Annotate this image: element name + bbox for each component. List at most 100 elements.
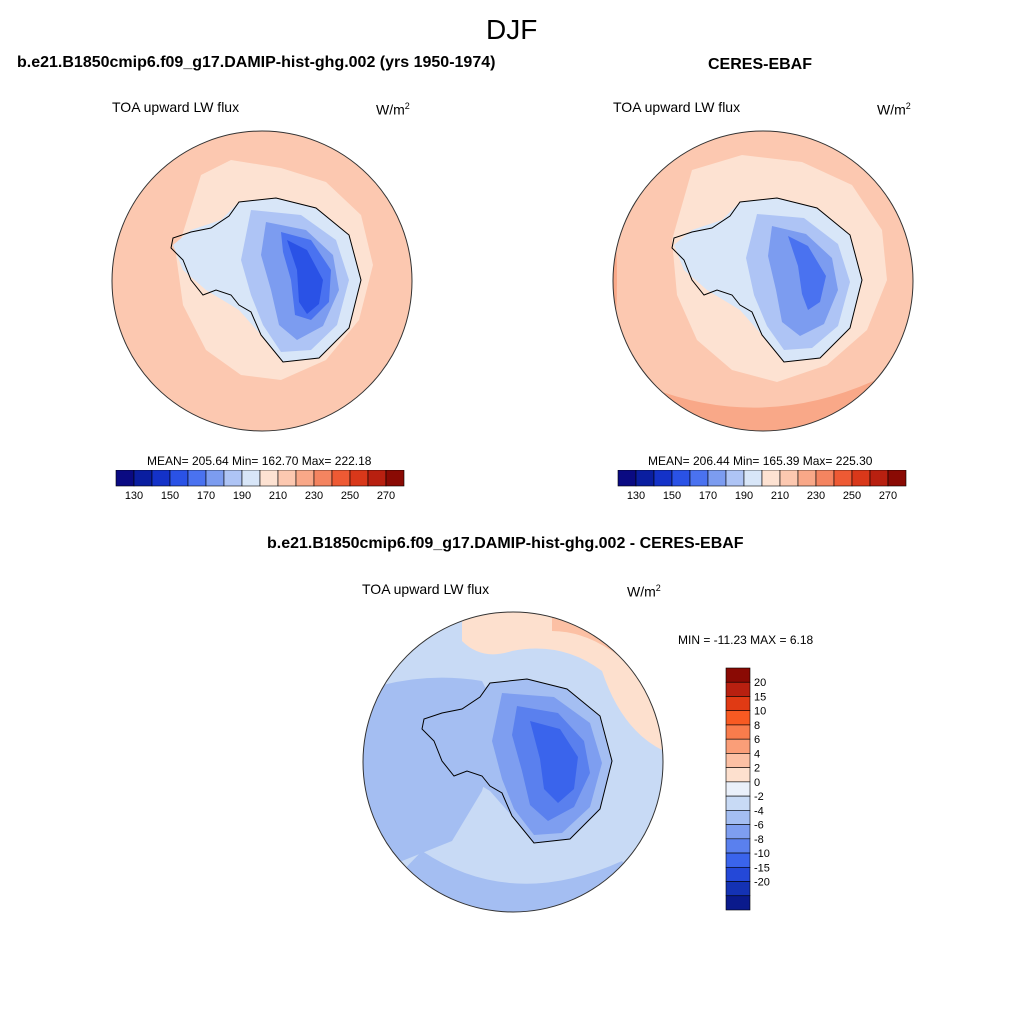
- variable-label-obs: TOA upward LW flux: [613, 99, 741, 115]
- colorbar-model-swatch: [259, 470, 279, 487]
- colorbar-model-swatch: [295, 470, 315, 487]
- colorbar-diff-swatch: [725, 681, 751, 697]
- stats-obs: MEAN= 206.44 Min= 165.39 Max= 225.30: [648, 454, 873, 468]
- colorbar-model-swatch: [313, 470, 333, 487]
- colorbar-diff-swatch: [725, 738, 751, 754]
- colorbar-model-tick-label: 210: [269, 490, 287, 500]
- colorbar-model-swatch: [385, 470, 405, 487]
- colorbar-model-swatch: [115, 470, 135, 487]
- colorbar-model-tick-label: 250: [341, 490, 359, 500]
- colorbar-obs-tick-label: 130: [627, 490, 645, 500]
- colorbar-obs-swatch: [653, 470, 673, 487]
- colorbar-model-swatch: [187, 470, 207, 487]
- colorbar-diff-swatch: [725, 667, 751, 683]
- colorbar-diff-swatch: [725, 810, 751, 825]
- panel-title-diff: b.e21.B1850cmip6.f09_g17.DAMIP-hist-ghg.…: [267, 535, 744, 552]
- units-base: W/m: [877, 101, 906, 118]
- colorbar-obs-swatch: [869, 470, 889, 487]
- colorbar-diff-swatch: [725, 866, 751, 882]
- colorbar-diff-tick-label: -8: [754, 834, 764, 846]
- colorbar-diff-tick-label: 8: [754, 720, 760, 732]
- units-base: W/m: [627, 583, 656, 600]
- units-label-diff: W/m2: [627, 583, 661, 600]
- colorbar-obs-tick-label: 230: [807, 490, 825, 500]
- figure-title: DJF: [486, 14, 538, 45]
- colorbar-model-swatch: [133, 470, 153, 487]
- colorbar-obs-swatch: [635, 470, 655, 487]
- colorbar-model-tick-label: 170: [197, 490, 215, 500]
- colorbar-diff-swatch: [725, 881, 751, 897]
- colorbar-obs-tick-label: 190: [735, 490, 753, 500]
- colorbar-diff-swatch: [725, 895, 751, 911]
- colorbar-model-tick-label: 130: [125, 490, 143, 500]
- units-label-model: W/m2: [376, 101, 410, 118]
- colorbar-diff-tick-label: -4: [754, 805, 764, 817]
- colorbar-diff-swatch: [725, 838, 751, 854]
- colorbar-obs-swatch: [761, 470, 781, 487]
- colorbar-diff-tick-label: 0: [754, 777, 760, 789]
- colorbar-diff-tick-label: -20: [754, 877, 770, 889]
- colorbar-model-swatch: [277, 470, 297, 487]
- colorbar-obs-swatch: [707, 470, 727, 487]
- colorbar-obs-swatch: [833, 470, 853, 487]
- colorbar-obs-tick-label: 170: [699, 490, 717, 500]
- units-exponent: 2: [905, 101, 911, 111]
- colorbar-obs-tick-label: 150: [663, 490, 681, 500]
- colorbar-obs-swatch: [779, 470, 799, 487]
- colorbar-model-tick-label: 270: [377, 490, 395, 500]
- colorbar-model-swatch: [367, 470, 387, 487]
- colorbar-model-swatch: [223, 470, 243, 487]
- colorbar-model-swatch: [241, 470, 261, 487]
- colorbar-diff-swatch: [725, 724, 751, 740]
- colorbar-diff-swatch: [725, 753, 751, 768]
- units-label-obs: W/m2: [877, 101, 911, 118]
- colorbar-diff-swatch: [725, 795, 751, 811]
- colorbar-diff-tick-label: 2: [754, 763, 760, 775]
- stats-model: MEAN= 205.64 Min= 162.70 Max= 222.18: [147, 454, 372, 468]
- colorbar-model: 130 150 170 190 210 230 250 270: [115, 470, 405, 500]
- colorbar-model-swatch: [205, 470, 225, 487]
- colorbar-obs-swatch: [851, 470, 871, 487]
- colorbar-diff-swatch: [725, 710, 751, 726]
- colorbar-diff-tick-label: 20: [754, 677, 766, 689]
- colorbar-diff-swatch: [725, 824, 751, 840]
- stats-diff: MIN = -11.23 MAX = 6.18: [678, 633, 814, 647]
- colorbar-diff-tick-label: -6: [754, 820, 764, 832]
- map-obs: [612, 130, 914, 432]
- colorbar-model-swatch: [151, 470, 171, 487]
- colorbar-diff-tick-label: -2: [754, 791, 764, 803]
- map-diff: [362, 611, 664, 913]
- units-base: W/m: [376, 101, 405, 118]
- colorbar-diff-tick-label: -10: [754, 848, 770, 860]
- colorbar-model-swatch: [169, 470, 189, 487]
- units-exponent: 2: [404, 101, 410, 111]
- colorbar-diff-tick-label: 15: [754, 691, 766, 703]
- colorbar-obs-tick-label: 270: [879, 490, 897, 500]
- colorbar-model-swatch: [331, 470, 351, 487]
- colorbar-obs-tick-label: 210: [771, 490, 789, 500]
- variable-label-model: TOA upward LW flux: [112, 99, 240, 115]
- panel-title-model: b.e21.B1850cmip6.f09_g17.DAMIP-hist-ghg.…: [17, 54, 496, 71]
- variable-label-diff: TOA upward LW flux: [362, 581, 490, 597]
- colorbar-model-tick-label: 230: [305, 490, 323, 500]
- colorbar-diff-tick-label: -15: [754, 862, 770, 874]
- colorbar-obs-swatch: [815, 470, 835, 487]
- colorbar-model-tick-label: 150: [161, 490, 179, 500]
- colorbar-obs-swatch: [743, 470, 763, 487]
- colorbar-obs: 130 150 170 190 210 230 250 270: [617, 470, 907, 500]
- colorbar-diff-swatch: [725, 696, 751, 712]
- colorbar-model-swatch: [349, 470, 369, 487]
- colorbar-diff-tick-label: 6: [754, 734, 760, 746]
- colorbar-diff-tick-label: 4: [754, 748, 760, 760]
- colorbar-obs-swatch: [797, 470, 817, 487]
- colorbar-obs-swatch: [887, 470, 907, 487]
- colorbar-diff-tick-label: 10: [754, 706, 766, 718]
- colorbar-diff-swatch: [725, 852, 751, 868]
- colorbar-obs-tick-label: 250: [843, 490, 861, 500]
- colorbar-diff-swatch: [725, 781, 751, 797]
- panel-title-obs: CERES-EBAF: [708, 56, 813, 73]
- units-exponent: 2: [655, 583, 661, 593]
- map-model: [111, 130, 413, 432]
- colorbar-model-tick-label: 190: [233, 490, 251, 500]
